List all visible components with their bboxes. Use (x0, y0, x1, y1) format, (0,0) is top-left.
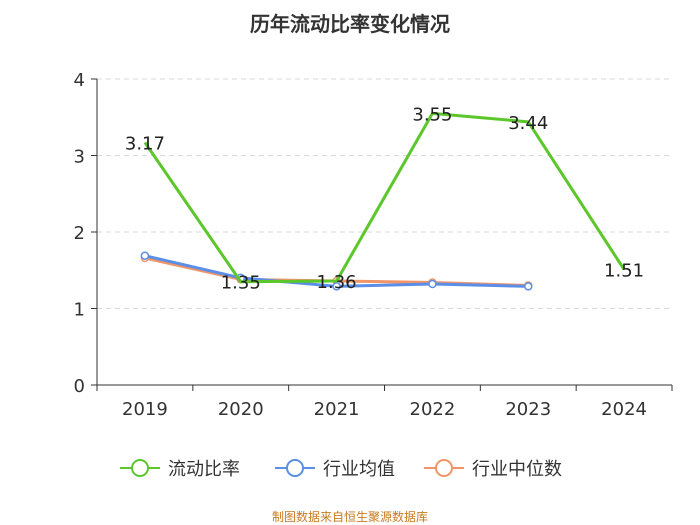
legend-label: 行业中位数 (472, 459, 562, 480)
data-label: 3.55 (412, 104, 452, 125)
data-label: 1.51 (604, 260, 644, 281)
data-label: 1.35 (221, 273, 261, 294)
legend-label: 行业均值 (323, 459, 395, 480)
series-line (143, 111, 626, 284)
legend-swatch-marker (286, 459, 304, 477)
legend-swatch-marker (131, 459, 149, 477)
x-tick-label: 2020 (218, 399, 264, 420)
legend-label: 流动比率 (168, 459, 240, 480)
legend-item[interactable]: 流动比率 (120, 459, 240, 480)
x-tick-label: 2023 (505, 399, 551, 420)
x-tick-label: 2019 (122, 399, 168, 420)
data-label: 3.44 (508, 113, 548, 134)
x-tick-label: 2024 (601, 399, 647, 420)
x-tick-label: 2021 (314, 399, 360, 420)
series (140, 111, 626, 291)
source-note: 制图数据来自恒生聚源数据库 (271, 510, 428, 524)
gridlines (97, 78, 672, 309)
legend-item[interactable]: 行业中位数 (424, 459, 562, 480)
legend-swatch-marker (435, 459, 453, 477)
x-tick-label: 2022 (410, 399, 456, 420)
y-tick-label: 2 (74, 223, 85, 244)
y-tick-label: 3 (74, 147, 85, 168)
chart-title: 历年流动比率变化情况 (250, 12, 450, 36)
data-point[interactable] (140, 251, 150, 260)
y-tick-label: 0 (74, 376, 85, 397)
data-label: 3.17 (125, 133, 165, 154)
y-tick-label: 1 (74, 300, 85, 321)
data-point[interactable] (524, 282, 533, 291)
legend-item[interactable]: 行业均值 (275, 459, 395, 480)
y-tick-label: 4 (74, 70, 85, 91)
data-point[interactable] (428, 279, 437, 289)
axes: 0 1 2 3 4 2019 2020 2021 2022 2023 2024 (74, 70, 673, 420)
data-point[interactable] (332, 282, 341, 291)
data-label: 1.36 (317, 272, 357, 293)
data-labels: 3.17 1.35 1.36 3.55 3.44 1.51 (125, 104, 644, 293)
legend[interactable]: 流动比率 行业均值 行业中位数 (120, 459, 562, 480)
